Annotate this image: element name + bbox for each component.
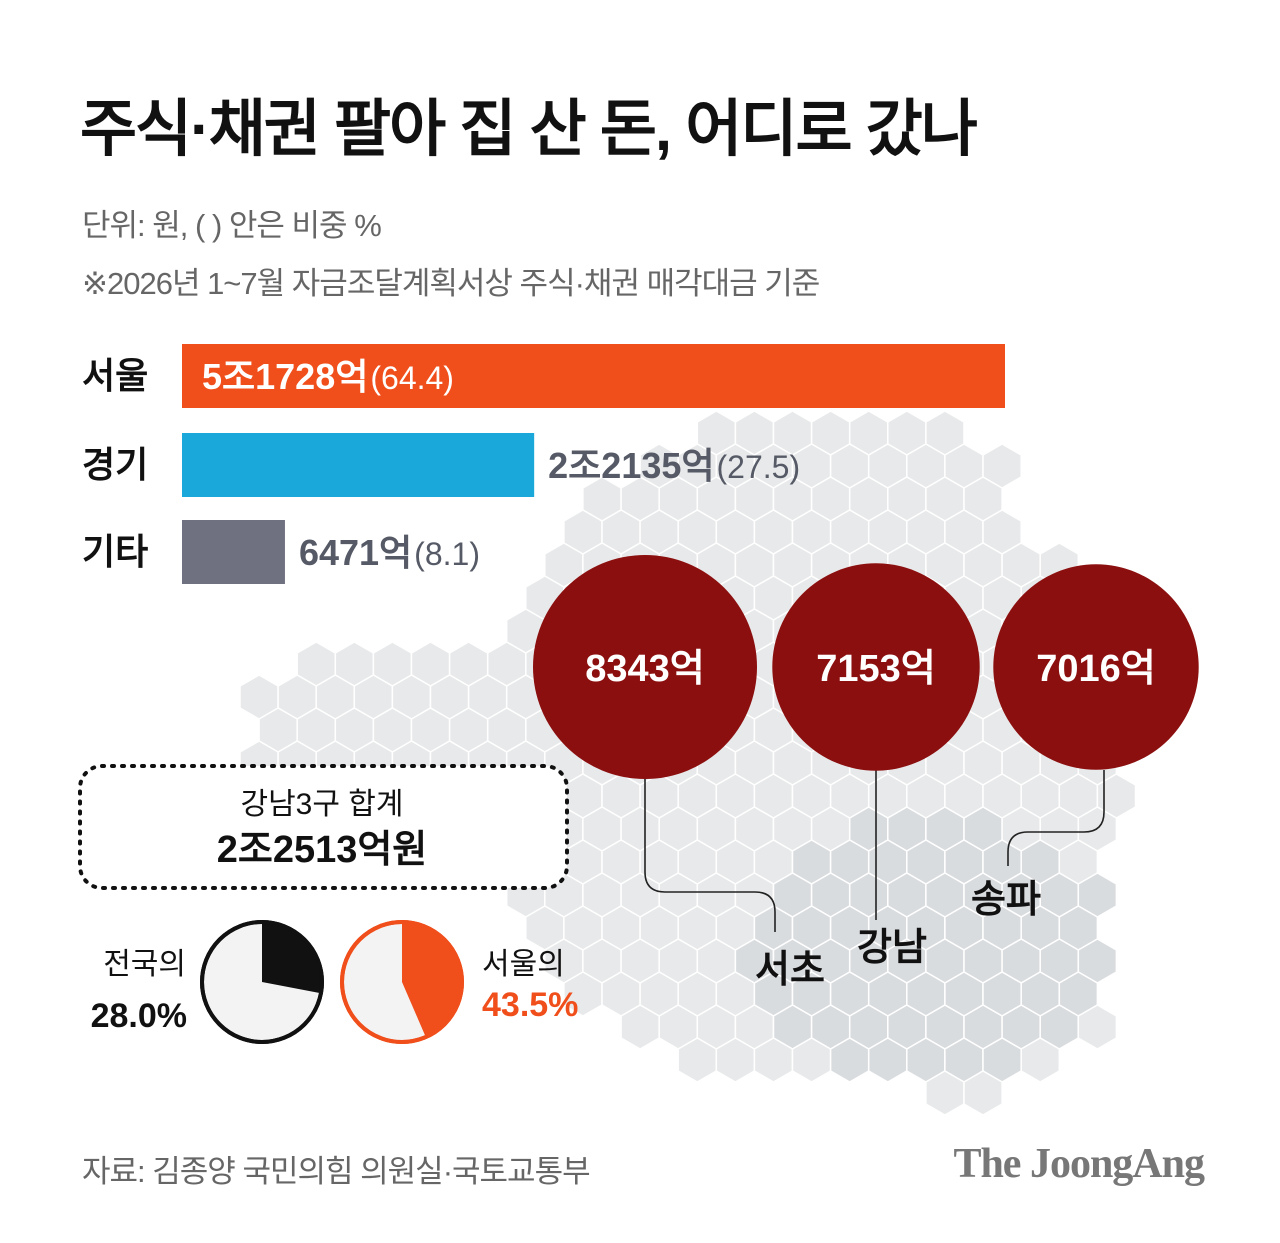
national-pie-outline [200, 920, 324, 1044]
total-caption: 강남3구 합계 [240, 788, 403, 821]
unit-note: 단위: 원, ( ) 안은 비중 % [82, 208, 382, 243]
seoul-pie-outline [340, 920, 464, 1044]
national-pie-caption: 전국의 [103, 948, 186, 981]
bar-1 [182, 344, 1005, 408]
gangnam3-total-box: 강남3구 합계 2조2513억원 [78, 764, 569, 890]
district-label: 송파 [971, 879, 1041, 921]
district-bubble [993, 564, 1199, 770]
source-note: 자료: 김종양 국민의힘 의원실·국토교통부 [82, 1154, 591, 1189]
bar-share: (8.1) [414, 536, 480, 572]
bar-share: (27.5) [717, 449, 801, 485]
district-value-label: 8343억 [585, 648, 705, 690]
seoul-pie-caption: 서울의 [482, 948, 565, 981]
bar-value: 2조2135억 [548, 445, 714, 486]
district-label: 강남 [857, 927, 927, 969]
page-title: 주식·채권 팔아 집 산 돈, 어디로 갔나 [80, 95, 978, 164]
leader-line [644, 770, 776, 932]
basis-note: ※2026년 1~7월 자금조달계획서상 주식·채권 매각대금 기준 [82, 266, 820, 301]
bar-value-label: 5조1728억(64.4) [202, 356, 454, 397]
district-bubble [772, 563, 980, 771]
bar-2 [182, 433, 535, 497]
seoul-pie-slice [402, 922, 463, 1038]
bar-value: 5조1728억 [202, 356, 368, 397]
bar-3 [182, 520, 285, 584]
map-hex-cell [1020, 1037, 1061, 1083]
total-box [78, 764, 569, 890]
total-value: 2조2513억원 [217, 829, 428, 871]
bar-category-label: 기타 [82, 531, 148, 572]
bar-category-label: 서울 [82, 355, 148, 396]
national-pie-slice [262, 922, 322, 994]
map-hex-cell [963, 1070, 1003, 1116]
district-bubble [533, 555, 757, 779]
seoul-pie-value: 43.5% [482, 986, 578, 1024]
bar-category-label: 경기 [82, 444, 148, 485]
bar-value-label: 2조2135억(27.5) [548, 445, 800, 486]
district-value-label: 7153억 [816, 648, 936, 690]
bar-share: (64.4) [370, 360, 454, 396]
bar-value-label: 6471억(8.1) [299, 532, 480, 573]
leader-line [1007, 770, 1105, 866]
national-pie-value: 28.0% [91, 997, 187, 1035]
map-hex-cell [1077, 1004, 1118, 1050]
share-pie-charts: 전국의 28.0% 서울의 43.5% [91, 920, 578, 1044]
district-label: 서초 [755, 949, 825, 991]
district-value-label: 7016억 [1036, 648, 1156, 690]
brand-logo: The JoongAng [953, 1141, 1205, 1187]
bar-value: 6471억 [299, 532, 412, 573]
region-bar-chart: 서울 5조1728억(64.4) 경기 2조2135억(27.5) 기타 6471억(8.… [82, 344, 1005, 584]
